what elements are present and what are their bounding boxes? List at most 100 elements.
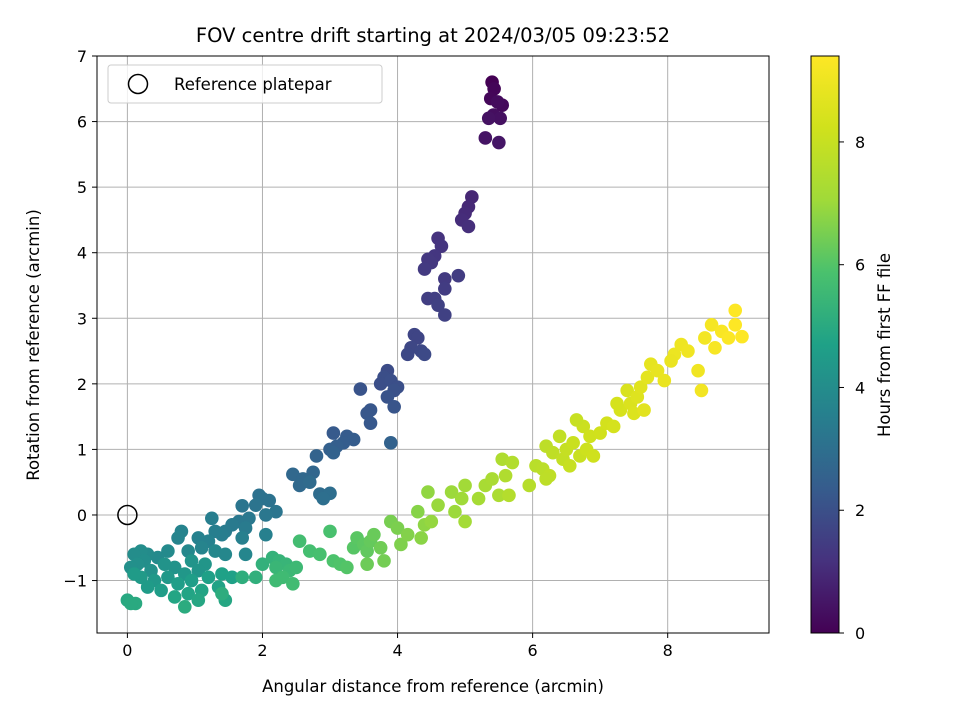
data-point (235, 570, 250, 585)
data-point (394, 537, 408, 552)
data-point (620, 383, 634, 398)
data-point (340, 560, 354, 575)
data-point (593, 426, 607, 440)
data-point (552, 429, 567, 444)
data-point (326, 426, 341, 440)
data-point (225, 570, 239, 585)
data-point (492, 488, 506, 503)
data-point (438, 272, 452, 286)
data-point (238, 547, 253, 562)
data-point (171, 531, 185, 545)
data-point (380, 390, 395, 404)
colorbar-tick-label: 2 (855, 501, 865, 520)
y-tick-label: 6 (77, 113, 87, 132)
data-point (411, 504, 425, 519)
data-point (471, 491, 486, 506)
data-point (302, 475, 317, 489)
data-point (493, 111, 508, 126)
data-point (326, 445, 341, 460)
data-point (698, 331, 712, 345)
x-tick-label: 0 (122, 641, 132, 660)
plot-frame (96, 55, 770, 634)
data-point (123, 596, 138, 611)
y-tick-label: 1 (77, 440, 87, 459)
data-point (478, 131, 493, 145)
data-point (171, 577, 185, 591)
data-point (215, 586, 229, 601)
data-point (694, 383, 709, 398)
colorbar: 0 2 4 6 8 Hours from first FF file (810, 55, 894, 643)
data-point (522, 478, 537, 493)
data-point (140, 580, 155, 594)
data-point (316, 491, 331, 506)
data-point (434, 239, 449, 253)
data-point (390, 521, 405, 535)
data-point (414, 531, 428, 545)
data-point (289, 560, 304, 575)
data-point (417, 347, 432, 362)
data-point (539, 472, 553, 486)
data-point (269, 560, 283, 575)
data-point (255, 557, 270, 571)
data-point (218, 547, 233, 562)
data-point (664, 354, 678, 368)
data-point (259, 527, 273, 542)
data-point (400, 347, 415, 362)
data-point (721, 331, 736, 345)
data-point (502, 488, 516, 503)
colorbar-tick-label: 0 (855, 624, 865, 643)
data-point (546, 445, 560, 460)
data-point (269, 573, 283, 588)
y-tick-label: 7 (77, 47, 87, 66)
data-point (586, 449, 601, 463)
y-tick-label: 5 (77, 178, 87, 197)
data-point (161, 570, 175, 585)
data-point (562, 459, 577, 473)
data-point (444, 485, 459, 499)
data-point (353, 382, 368, 396)
data-point (377, 554, 391, 568)
scatter-points (120, 75, 749, 614)
reference-marker-layer (117, 504, 138, 526)
data-point (367, 527, 381, 542)
data-point (485, 472, 499, 486)
data-point (194, 540, 209, 555)
y-axis-label: Rotation from reference (arcmin) (24, 209, 43, 481)
data-point (708, 340, 722, 355)
data-point (286, 467, 300, 482)
data-point (704, 318, 719, 332)
data-point (728, 303, 743, 318)
data-point (691, 363, 705, 378)
data-point (610, 396, 624, 411)
data-point (728, 318, 743, 332)
data-point (657, 373, 672, 388)
x-tick-label: 8 (663, 641, 673, 660)
data-point (161, 544, 175, 558)
data-point (438, 308, 452, 322)
data-point (360, 557, 374, 571)
data-point (421, 485, 435, 499)
legend: Reference platepar (107, 64, 383, 104)
data-point (454, 491, 469, 506)
data-point (505, 455, 520, 470)
x-tick-label: 2 (257, 641, 267, 660)
y-axis-ticks: −1 0 1 2 3 4 5 6 7 (63, 47, 97, 591)
data-point (451, 268, 466, 283)
data-point (208, 524, 222, 539)
x-axis-ticks: 0 2 4 6 8 (122, 633, 673, 660)
data-point (438, 281, 452, 296)
data-point (313, 547, 327, 562)
data-point (248, 570, 263, 585)
colorbar-ticks: 0 2 4 6 8 (839, 133, 865, 643)
data-point (650, 363, 665, 378)
y-tick-label: −1 (63, 572, 87, 591)
data-point (167, 590, 182, 604)
data-point (417, 262, 432, 276)
y-tick-label: 4 (77, 244, 87, 263)
data-point (323, 524, 337, 539)
data-point (461, 219, 476, 234)
data-point (637, 403, 651, 417)
data-point (259, 508, 273, 522)
data-point (481, 111, 496, 126)
legend-marker-reference (127, 73, 149, 95)
